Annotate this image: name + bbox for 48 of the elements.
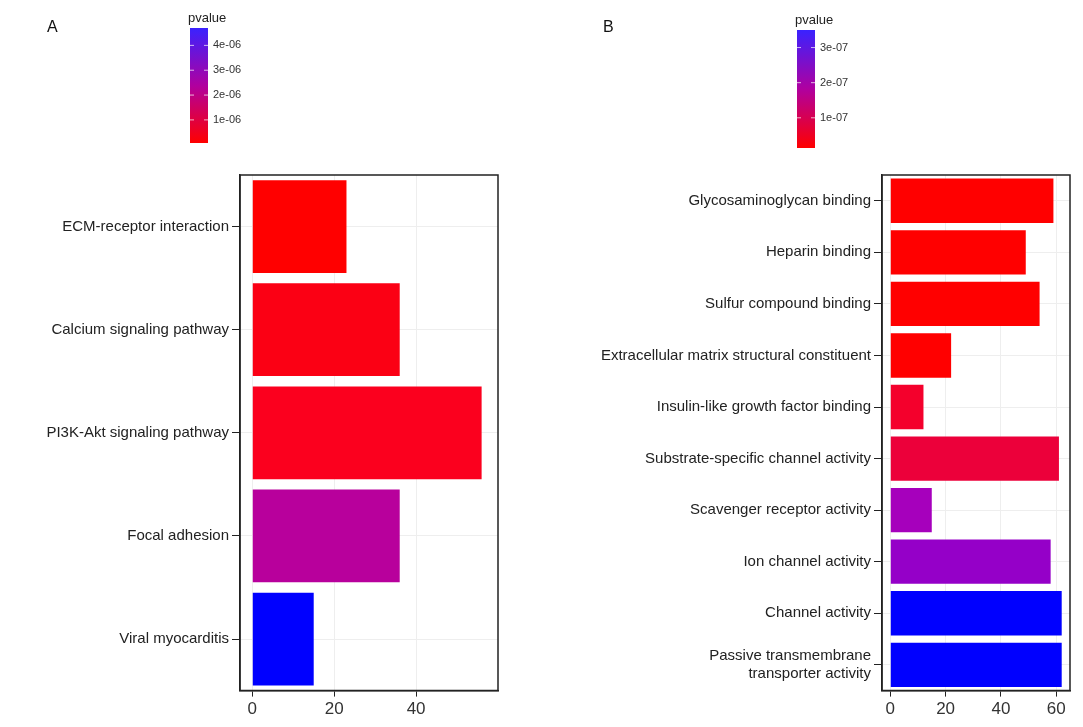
- x-tick-label: 20: [936, 699, 956, 719]
- color-bar-title: pvalue: [188, 10, 227, 26]
- bar: [252, 592, 314, 686]
- bar: [890, 487, 932, 533]
- color-bar-label: 1e-07: [820, 110, 849, 123]
- bar: [890, 384, 924, 430]
- y-tick-label: Extracellular matrix structural constituent: [600, 345, 872, 363]
- bar: [890, 230, 1026, 275]
- text: A: [47, 18, 58, 36]
- bar: [252, 386, 482, 480]
- bar: [890, 436, 1059, 481]
- x-tick-label: 0: [885, 699, 896, 719]
- color-bar-label: 2e-06: [213, 88, 242, 101]
- bar: [890, 642, 1062, 687]
- x-tick-label: 0: [247, 699, 258, 719]
- color-bar-label: 3e-07: [820, 40, 849, 53]
- color-bar-title: pvalue: [795, 12, 834, 28]
- bar: [252, 180, 347, 273]
- y-tick-label: Glycosaminoglycan binding: [688, 190, 871, 208]
- bar: [890, 539, 1051, 584]
- y-tick-label: Substrate-specific channel activity: [645, 448, 872, 466]
- y-tick-label: PI3K-Akt signaling pathway: [46, 422, 230, 440]
- y-tick-label: Insulin-like growth factor binding: [656, 397, 871, 415]
- text: B: [603, 18, 614, 36]
- bar: [890, 178, 1054, 223]
- y-tick-label: Heparin binding: [765, 242, 871, 260]
- color-bar-label: 2e-07: [820, 75, 849, 88]
- bar: [890, 333, 952, 378]
- bar: [890, 591, 1062, 636]
- y-tick-label: Focal adhesion: [127, 526, 229, 544]
- y-tick-label: Viral myocarditis: [119, 629, 229, 647]
- color-bar-label: 4e-06: [213, 38, 242, 51]
- y-tick-label: Calcium signaling pathway: [51, 319, 230, 337]
- bar: [252, 283, 400, 377]
- color-bar-label: 3e-06: [213, 63, 242, 76]
- x-tick-label: 20: [324, 699, 344, 719]
- x-tick-label: 40: [406, 699, 426, 719]
- y-tick-label: Ion channel activity: [743, 551, 872, 569]
- y-tick-label: Scavenger receptor activity: [690, 500, 872, 518]
- y-tick-label: Channel activity: [765, 603, 872, 621]
- x-tick-label: 40: [991, 699, 1011, 719]
- color-bar-label: 1e-06: [213, 112, 242, 125]
- y-tick-label: Passive transmembrane transporter activity: [709, 645, 872, 681]
- x-tick-label: 60: [1046, 699, 1066, 719]
- bar: [252, 489, 400, 583]
- y-tick-label: Sulfur compound binding: [705, 294, 871, 312]
- y-tick-label: ECM-receptor interaction: [62, 216, 229, 234]
- bar: [890, 281, 1040, 327]
